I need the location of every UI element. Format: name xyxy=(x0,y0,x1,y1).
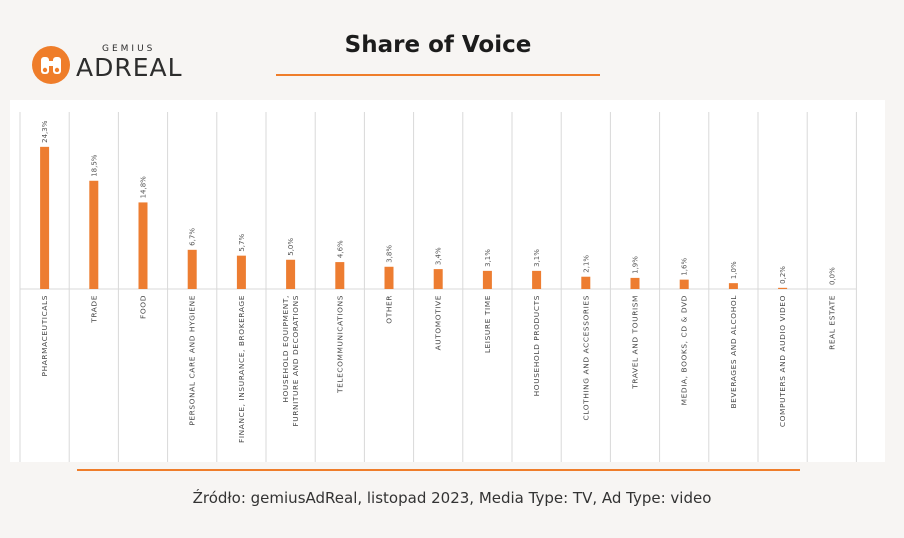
gemius-adreal-logo: GEMIUS ADREAL xyxy=(32,44,192,88)
data-label: 3,1% xyxy=(533,249,541,267)
data-label: 14,8% xyxy=(140,176,148,199)
bar xyxy=(40,146,50,289)
logo-small-text: GEMIUS xyxy=(102,44,156,54)
chart-panel xyxy=(10,100,885,462)
category-label: AUTOMOTIVE xyxy=(434,295,443,350)
bar xyxy=(630,277,640,289)
category-label: HOUSEHOLD PRODUCTS xyxy=(532,295,541,396)
category-label: REAL ESTATE xyxy=(827,295,836,350)
category-label: TRAVEL AND TOURISM xyxy=(631,295,640,390)
binoculars-icon xyxy=(32,46,70,84)
category-label: OTHER xyxy=(385,295,394,324)
bar xyxy=(532,270,542,289)
category-label: FOOD xyxy=(139,295,148,319)
logo-big-text: ADREAL xyxy=(76,53,183,82)
data-label: 5,0% xyxy=(287,238,295,256)
bar xyxy=(482,270,492,289)
title-underline xyxy=(276,74,600,76)
bar xyxy=(236,255,246,289)
source-caption: Źródło: gemiusAdReal, listopad 2023, Med… xyxy=(192,489,712,507)
data-label: 5,7% xyxy=(238,234,246,252)
bar xyxy=(187,249,197,289)
bar xyxy=(728,283,738,289)
data-label: 0,2% xyxy=(779,266,787,284)
bar xyxy=(679,279,689,289)
data-label: 3,8% xyxy=(386,245,394,263)
bar xyxy=(433,269,443,289)
footer-divider xyxy=(77,469,800,471)
data-label: 1,6% xyxy=(681,258,689,276)
category-label: BEVERAGES AND ALCOHOL xyxy=(729,295,738,409)
category-label: FURNITURE AND DECORATIONS xyxy=(291,295,300,427)
data-label: 0,0% xyxy=(828,267,836,285)
bar-chart: 24,3% PHARMACEUTICALS 18,5% TRADE 14,8% FOOD 6… xyxy=(19,112,857,462)
category-label: MEDIA, BOOKS, CD & DVD xyxy=(680,295,689,405)
data-label: 6,7% xyxy=(189,228,197,246)
page-title: Share of Voice xyxy=(344,32,532,58)
bar xyxy=(335,262,345,289)
bar xyxy=(286,259,296,289)
category-label: COMPUTERS AND AUDIO VIDEO xyxy=(778,295,787,427)
data-label: 3,4% xyxy=(435,247,443,265)
category-label: CLOTHING AND ACCESSORIES xyxy=(581,295,590,421)
data-label: 3,1% xyxy=(484,249,492,267)
data-label: 2,1% xyxy=(582,255,590,273)
category-label: PHARMACEUTICALS xyxy=(40,295,49,376)
data-label: 4,6% xyxy=(336,240,344,258)
category-label: TRADE xyxy=(89,295,98,324)
data-label: 18,5% xyxy=(90,154,98,177)
bar xyxy=(581,276,591,289)
category-label: LEISURE TIME xyxy=(483,295,492,353)
bar xyxy=(138,202,148,289)
category-label: HOUSEHOLD EQUIPMENT, xyxy=(281,295,290,403)
category-label: TELECOMMUNICATIONS xyxy=(335,295,344,394)
category-label: PERSONAL CARE AND HYGIENE xyxy=(188,295,197,426)
data-label: 1,0% xyxy=(730,261,738,279)
data-label: 24,3% xyxy=(41,120,49,143)
data-label: 1,9% xyxy=(632,256,640,274)
category-label: FINANCE, INSURANCE, BROKERAGE xyxy=(237,295,246,443)
bar xyxy=(384,266,394,289)
bar xyxy=(778,287,788,289)
bar xyxy=(89,180,99,289)
